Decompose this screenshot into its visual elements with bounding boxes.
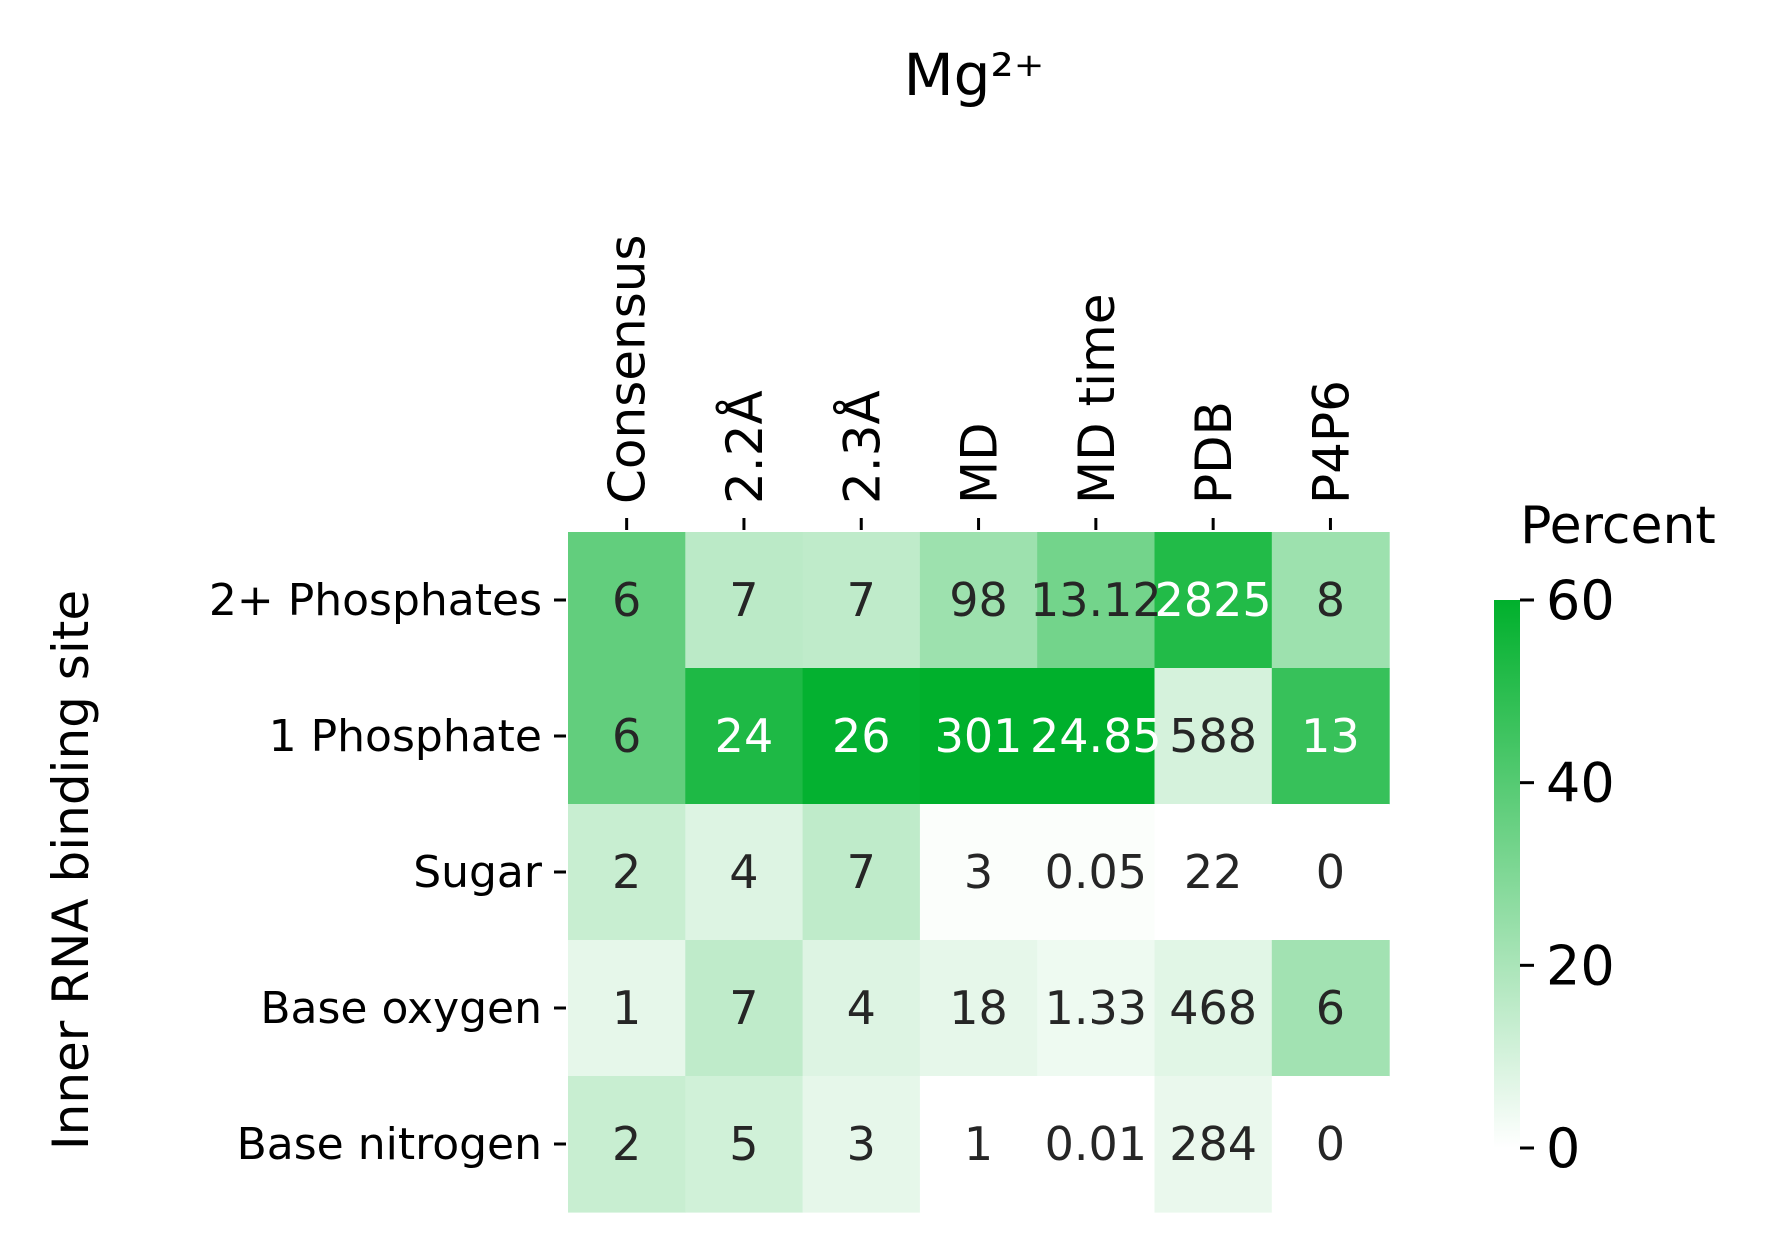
heatmap-cell bbox=[802, 532, 921, 669]
heatmap-cell bbox=[1271, 668, 1390, 805]
cell-label: 22 bbox=[1184, 845, 1243, 899]
heatmap-cell bbox=[802, 804, 921, 941]
heatmap-cells bbox=[568, 532, 1390, 1213]
heatmap-cell bbox=[1271, 940, 1390, 1077]
heatmap-cell bbox=[685, 940, 804, 1077]
y-tick-label: Sugar bbox=[413, 847, 543, 898]
heatmap-cell bbox=[1037, 668, 1156, 805]
heatmap-cell bbox=[1154, 804, 1273, 941]
heatmap-cell bbox=[802, 668, 921, 805]
cell-label: 1.33 bbox=[1045, 981, 1147, 1035]
heatmap-cell bbox=[568, 532, 686, 669]
cell-label: 301 bbox=[935, 709, 1023, 763]
cell-label: 2825 bbox=[1155, 573, 1272, 627]
cell-label: 13.12 bbox=[1030, 573, 1162, 627]
cell-label: 4 bbox=[847, 981, 876, 1035]
cell-label: 588 bbox=[1169, 709, 1257, 763]
cell-label: 26 bbox=[832, 709, 891, 763]
heatmap-cell bbox=[568, 668, 686, 805]
heatmap-cell bbox=[1154, 1076, 1273, 1213]
x-tick-label: Consensus bbox=[599, 235, 657, 504]
cell-label: 2 bbox=[612, 845, 641, 899]
colorbar-gradient bbox=[1494, 600, 1520, 1148]
colorbar-tick-label: 20 bbox=[1546, 934, 1615, 997]
cell-label: 0.05 bbox=[1045, 845, 1147, 899]
heatmap-cell bbox=[1271, 1076, 1390, 1213]
cell-label: 98 bbox=[949, 573, 1008, 627]
cell-label: 6 bbox=[612, 709, 641, 763]
cell-label: 24 bbox=[715, 709, 774, 763]
heatmap-cell bbox=[802, 940, 921, 1077]
heatmap-cell bbox=[1037, 1076, 1156, 1213]
heatmap-cell bbox=[1037, 804, 1156, 941]
y-tick-label: 2+ Phosphates bbox=[209, 575, 542, 626]
cell-label: 7 bbox=[847, 845, 876, 899]
heatmap-cell bbox=[568, 804, 686, 941]
cell-label: 6 bbox=[1316, 981, 1345, 1035]
cell-label: 1 bbox=[964, 1117, 993, 1171]
cell-label: 468 bbox=[1169, 981, 1257, 1035]
cell-label: 3 bbox=[847, 1117, 876, 1171]
heatmap-cell bbox=[1154, 668, 1273, 805]
x-tick-label: 2.3Å bbox=[833, 390, 891, 504]
heatmap-cell bbox=[685, 532, 804, 669]
heatmap-cell bbox=[802, 1076, 921, 1213]
cell-label: 4 bbox=[729, 845, 758, 899]
heatmap-cell bbox=[919, 940, 1038, 1077]
cell-label: 1 bbox=[612, 981, 641, 1035]
colorbar-tick-label: 60 bbox=[1546, 569, 1615, 632]
cell-label: 0 bbox=[1316, 845, 1345, 899]
x-tick-label: P4P6 bbox=[1302, 380, 1360, 504]
cell-label: 7 bbox=[847, 573, 876, 627]
heatmap-cell bbox=[1154, 940, 1273, 1077]
cell-label: 24.85 bbox=[1030, 709, 1162, 763]
cell-label: 3 bbox=[964, 845, 993, 899]
heatmap-cell bbox=[1154, 532, 1273, 669]
heatmap-cell bbox=[685, 668, 804, 805]
cell-label: 18 bbox=[949, 981, 1008, 1035]
heatmap-cell bbox=[685, 1076, 804, 1213]
y-axis-label: Inner RNA binding site bbox=[42, 590, 100, 1150]
cell-label: 0.01 bbox=[1045, 1117, 1147, 1171]
heatmap-cell bbox=[1037, 532, 1156, 669]
heatmap-cell bbox=[919, 668, 1038, 805]
cell-label: 8 bbox=[1316, 573, 1345, 627]
heatmap-cell bbox=[685, 804, 804, 941]
cell-label: 13 bbox=[1301, 709, 1360, 763]
x-tick-label: 2.2Å bbox=[716, 390, 774, 504]
y-tick-label: Base nitrogen bbox=[237, 1119, 542, 1170]
heatmap-cell bbox=[1037, 940, 1156, 1077]
cell-label: 2 bbox=[612, 1117, 641, 1171]
y-axis: 2+ Phosphates 1 Phosphate Sugar Base oxygen… bbox=[209, 575, 566, 1170]
cell-label: 6 bbox=[612, 573, 641, 627]
heatmap-cell bbox=[568, 1076, 686, 1213]
heatmap-cell bbox=[1271, 804, 1390, 941]
colorbar-label: Percent bbox=[1520, 496, 1716, 556]
heatmap-cell bbox=[568, 940, 686, 1077]
y-tick-label: Base oxygen bbox=[260, 983, 542, 1034]
cell-label: 7 bbox=[729, 981, 758, 1035]
heatmap-cell bbox=[919, 532, 1038, 669]
heatmap-cell bbox=[919, 804, 1038, 941]
chart-title: Mg²⁺ bbox=[904, 41, 1045, 109]
x-axis: Consensus 2.2Å 2.3Å MD MD time PDB P4P6 bbox=[599, 235, 1360, 530]
x-tick-label: MD bbox=[951, 422, 1009, 504]
x-tick-label: MD time bbox=[1068, 294, 1126, 505]
cell-label: 7 bbox=[729, 573, 758, 627]
heatmap-cell bbox=[1271, 532, 1390, 669]
x-tick-label: PDB bbox=[1185, 401, 1243, 504]
colorbar-tick-label: 0 bbox=[1546, 1117, 1580, 1180]
cell-label: 0 bbox=[1316, 1117, 1345, 1171]
cell-label: 5 bbox=[729, 1117, 758, 1171]
colorbar: 0 20 40 60 bbox=[1494, 569, 1615, 1180]
cell-label: 284 bbox=[1169, 1117, 1257, 1171]
colorbar-tick-label: 40 bbox=[1546, 752, 1615, 815]
heatmap-cell bbox=[919, 1076, 1038, 1213]
y-tick-label: 1 Phosphate bbox=[269, 711, 542, 762]
